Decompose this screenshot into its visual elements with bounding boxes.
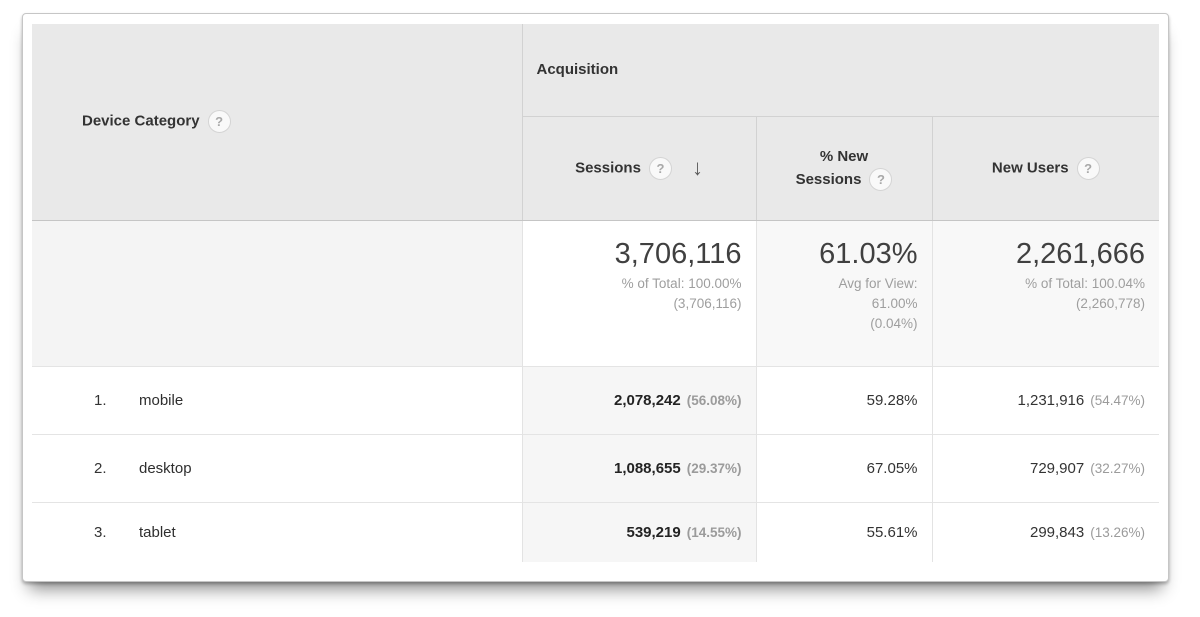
summary-new-sessions-pct-line: 61.00% (871, 295, 918, 311)
summary-sessions-total-line: % of Total: 100.00% (621, 275, 742, 291)
new-users-help-icon[interactable]: ? (1076, 156, 1100, 180)
new-sessions-cell: 59.28% (755, 365, 932, 434)
summary-new-users-cell: 2,261,666 % of Total: 100.04% (2,260,778… (931, 220, 1159, 366)
sessions-cell: 2,078,242 (56.08%) (521, 365, 756, 434)
new-sessions-value: 59.28% (866, 391, 918, 409)
new-users-percent: (32.27%) (1090, 460, 1145, 476)
summary-sessions-value: 3,706,116 (614, 237, 742, 270)
sessions-value: 1,088,655 (613, 459, 681, 477)
sessions-help-icon[interactable]: ? (648, 156, 672, 180)
sessions-cell: 539,219 (14.55%) (521, 501, 756, 562)
dimension-cell: 1. mobile (32, 365, 522, 434)
sessions-percent: (29.37%) (686, 460, 742, 476)
summary-new-users-total-line: % of Total: 100.04% (1025, 275, 1145, 291)
summary-dimension-cell (32, 220, 522, 366)
summary-new-sessions-delta-line: (0.04%) (870, 315, 918, 331)
new-sessions-cell: 55.61% (755, 501, 932, 562)
new-sessions-column-header[interactable]: % New Sessions? (755, 116, 932, 221)
sort-descending-icon: ↓ (691, 155, 703, 180)
acquisition-group-header: Acquisition (521, 24, 1159, 117)
sessions-percent: (56.08%) (686, 392, 742, 408)
device-category-help-icon[interactable]: ? (207, 110, 231, 134)
row-rank: 1. (94, 391, 107, 409)
table-row: 3. tablet 539,219 (14.55%) 55.61% 299,843 (… (32, 501, 1159, 562)
table-header-group-row: Device Category? Acquisition (32, 24, 1159, 221)
summary-row: 3,706,116 % of Total: 100.00% (3,706,116… (32, 220, 1159, 366)
table-header-metric-row: Sessions? ↓ % New Sessions? New Users? (32, 116, 1159, 221)
new-users-cell: 299,843 (13.26%) (931, 501, 1159, 562)
screenshot-frame: Device Category? Acquisition Sessions? ↓ … (22, 13, 1169, 582)
summary-new-sessions-value: 61.03% (819, 237, 918, 270)
row-rank: 3. (94, 523, 107, 541)
device-name-mobile[interactable]: mobile (139, 391, 184, 409)
summary-new-sessions-cell: 61.03% Avg for View: 61.00% (0.04%) (755, 220, 932, 366)
table-row: 2. desktop 1,088,655 (29.37%) 67.05% 729,9… (32, 433, 1159, 502)
table-row: 1. mobile 2,078,242 (56.08%) 59.28% 1,231,… (32, 365, 1159, 434)
new-users-value: 729,907 (1029, 459, 1085, 477)
sessions-value: 539,219 (626, 523, 681, 541)
new-sessions-value: 67.05% (866, 459, 918, 477)
summary-new-sessions-avg-line: Avg for View: (838, 275, 918, 291)
device-category-column-header[interactable]: Device Category? (32, 24, 522, 221)
new-users-column-header[interactable]: New Users? (931, 116, 1159, 221)
sessions-label: Sessions (575, 158, 641, 176)
dimension-cell: 3. tablet (32, 501, 522, 562)
new-users-cell: 729,907 (32.27%) (931, 433, 1159, 502)
device-name-tablet[interactable]: tablet (139, 523, 176, 541)
acquisition-group-label: Acquisition (536, 61, 619, 79)
row-rank: 2. (94, 459, 107, 477)
sessions-column-header[interactable]: Sessions? ↓ (521, 116, 756, 221)
new-sessions-cell: 67.05% (755, 433, 932, 502)
new-users-label: New Users (991, 158, 1069, 176)
analytics-table: Device Category? Acquisition Sessions? ↓ … (32, 24, 1159, 562)
summary-new-users-raw-line: (2,260,778) (1075, 295, 1145, 311)
new-users-value: 299,843 (1029, 523, 1085, 541)
summary-sessions-cell: 3,706,116 % of Total: 100.00% (3,706,116… (521, 220, 756, 366)
new-sessions-value: 55.61% (866, 523, 918, 541)
dimension-cell: 2. desktop (32, 433, 522, 502)
summary-new-users-value: 2,261,666 (1015, 237, 1145, 270)
new-sessions-help-icon[interactable]: ? (869, 168, 893, 192)
summary-sessions-raw-line: (3,706,116) (673, 295, 742, 311)
new-users-percent: (13.26%) (1090, 524, 1145, 540)
sessions-cell: 1,088,655 (29.37%) (521, 433, 756, 502)
device-category-label: Device Category (82, 112, 200, 130)
new-users-value: 1,231,916 (1017, 391, 1085, 409)
device-name-desktop[interactable]: desktop (139, 459, 192, 477)
new-users-cell: 1,231,916 (54.47%) (931, 365, 1159, 434)
sessions-percent: (14.55%) (686, 524, 742, 540)
sessions-value: 2,078,242 (613, 391, 681, 409)
new-users-percent: (54.47%) (1090, 392, 1145, 408)
new-sessions-label: % New Sessions (795, 147, 869, 188)
